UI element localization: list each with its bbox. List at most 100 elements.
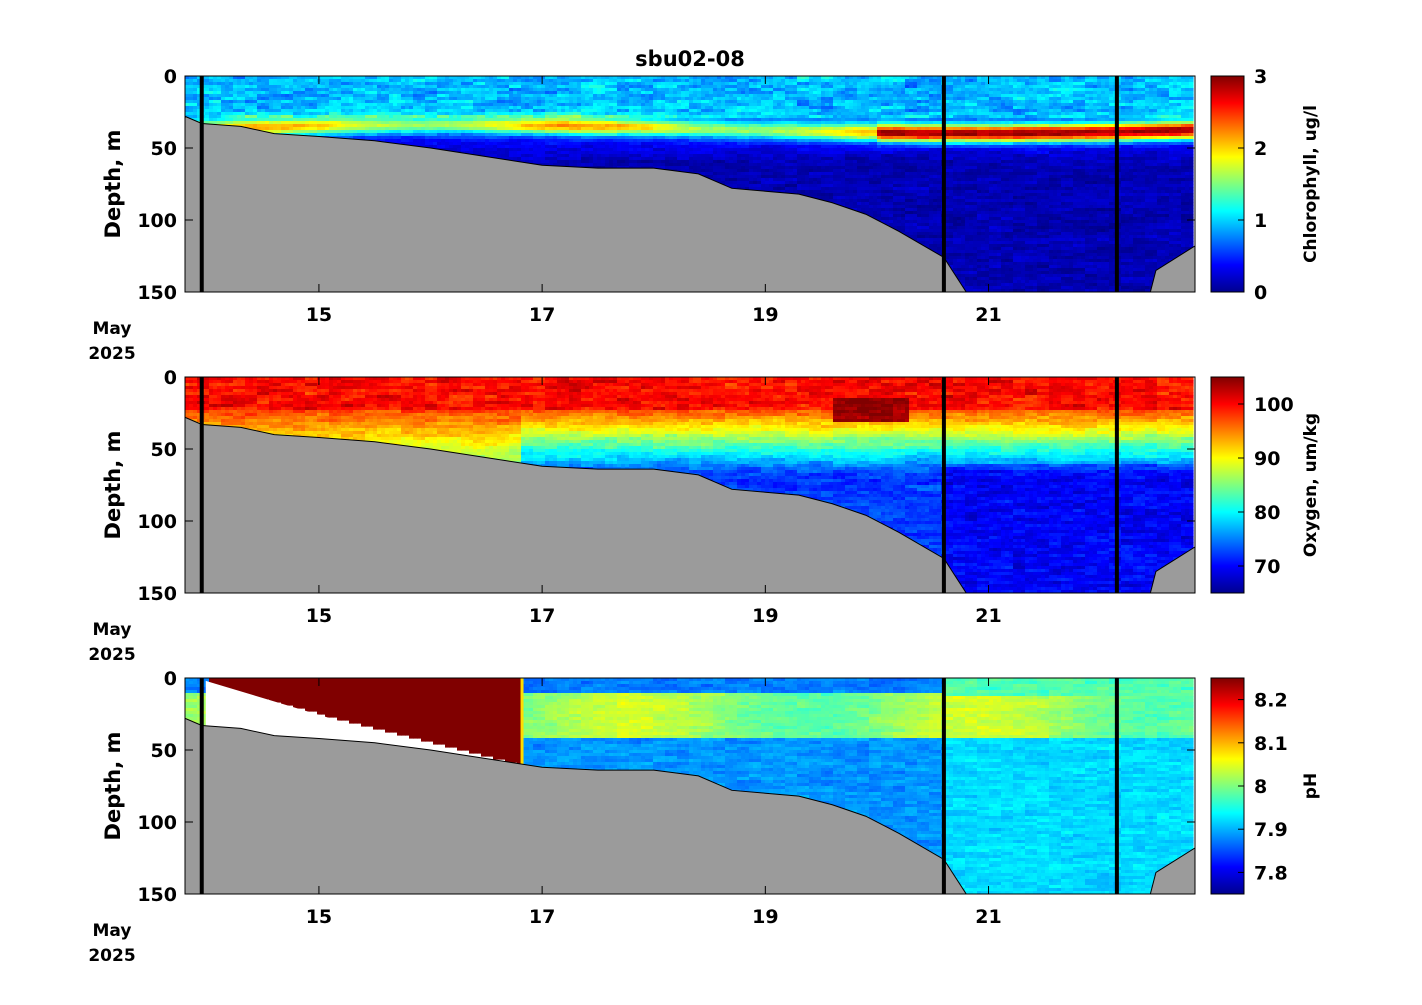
heatmap-cell: [493, 145, 498, 149]
heatmap-cell: [565, 88, 570, 92]
heatmap-cell: [825, 157, 830, 161]
heatmap-cell: [833, 133, 838, 137]
heatmap-cell: [629, 82, 634, 86]
heatmap-cell: [637, 127, 642, 131]
heatmap-cell: [389, 82, 394, 86]
heatmap-cell: [757, 91, 762, 95]
heatmap-cell: [665, 112, 670, 116]
heatmap-cell: [225, 88, 230, 92]
heatmap-cell: [573, 109, 578, 113]
heatmap-cell: [609, 139, 614, 143]
heatmap-cell: [761, 115, 766, 119]
heatmap-cell: [281, 76, 286, 80]
heatmap-cell: [749, 172, 754, 176]
heatmap-cell: [765, 85, 770, 89]
heatmap-cell: [849, 133, 854, 137]
heatmap-cell: [501, 136, 506, 140]
heatmap-cell: [729, 82, 734, 86]
heatmap-cell: [469, 97, 474, 101]
heatmap-cell: [693, 91, 698, 95]
heatmap-cell: [809, 100, 814, 104]
heatmap-cell: [765, 169, 770, 173]
heatmap-cell: [861, 148, 866, 152]
heatmap-cell: [461, 100, 466, 104]
heatmap-cell: [541, 97, 546, 101]
heatmap-cell: [717, 112, 722, 116]
heatmap-cell: [773, 148, 778, 152]
heatmap-cell: [717, 79, 722, 83]
heatmap-cell: [373, 130, 378, 134]
heatmap-cell: [249, 94, 254, 98]
heatmap-cell: [637, 160, 642, 164]
heatmap-cell: [569, 121, 574, 125]
heatmap-cell: [657, 100, 662, 104]
heatmap-cell: [785, 169, 790, 173]
heatmap-cell: [561, 139, 566, 143]
heatmap-cell: [389, 85, 394, 89]
heatmap-cell: [861, 103, 866, 107]
heatmap-cell: [781, 175, 786, 179]
heatmap-cell: [829, 139, 834, 143]
heatmap-cell: [781, 91, 786, 95]
heatmap-cell: [661, 136, 666, 140]
heatmap-cell: [553, 142, 558, 146]
heatmap-cell: [293, 127, 298, 131]
heatmap-cell: [345, 91, 350, 95]
heatmap-cell: [541, 157, 546, 161]
heatmap-cell: [345, 103, 350, 107]
heatmap-cell: [669, 97, 674, 101]
heatmap-cell: [721, 160, 726, 164]
heatmap-cell: [409, 112, 414, 116]
heatmap-cell: [777, 151, 782, 155]
heatmap-cell: [529, 133, 534, 137]
heatmap-cell: [645, 115, 650, 119]
heatmap-cell: [353, 106, 358, 110]
heatmap-cell: [737, 151, 742, 155]
heatmap-cell: [457, 121, 462, 125]
heatmap-cell: [653, 100, 658, 104]
heatmap-cell: [389, 127, 394, 131]
heatmap-cell: [757, 160, 762, 164]
heatmap-cell: [685, 106, 690, 110]
heatmap-cell: [529, 136, 534, 140]
heatmap-cell: [853, 115, 858, 119]
heatmap-cell: [689, 160, 694, 164]
heatmap-cell: [633, 163, 638, 167]
heatmap-cell: [765, 163, 770, 167]
heatmap-cell: [777, 94, 782, 98]
heatmap-cell: [477, 79, 482, 83]
heatmap-cell: [725, 100, 730, 104]
heatmap-cell: [361, 91, 366, 95]
heatmap-cell: [781, 154, 786, 158]
heatmap-cell: [421, 79, 426, 83]
heatmap-cell: [457, 142, 462, 146]
heatmap-cell: [601, 91, 606, 95]
heatmap-cell: [753, 124, 758, 128]
heatmap-cell: [829, 163, 834, 167]
heatmap-cell: [569, 88, 574, 92]
heatmap-cell: [601, 163, 606, 167]
heatmap-cell: [185, 100, 190, 104]
heatmap-cell: [757, 85, 762, 89]
heatmap-cell: [305, 97, 310, 101]
heatmap-cell: [265, 124, 270, 128]
heatmap-cell: [325, 106, 330, 110]
heatmap-cell: [609, 82, 614, 86]
heatmap-cell: [625, 145, 630, 149]
heatmap-cell: [621, 163, 626, 167]
heatmap-cell: [725, 160, 730, 164]
heatmap-cell: [481, 79, 486, 83]
heatmap-cell: [717, 160, 722, 164]
heatmap-cell: [313, 112, 318, 116]
heatmap-cell: [637, 151, 642, 155]
heatmap-cell: [645, 160, 650, 164]
heatmap-cell: [613, 94, 618, 98]
heatmap-cell: [713, 115, 718, 119]
heatmap-cell: [333, 121, 338, 125]
heatmap-cell: [413, 118, 418, 122]
heatmap-cell: [209, 106, 214, 110]
heatmap-cell: [733, 184, 738, 188]
heatmap-cell: [761, 121, 766, 125]
heatmap-cell: [237, 85, 242, 89]
heatmap-cell: [597, 115, 602, 119]
